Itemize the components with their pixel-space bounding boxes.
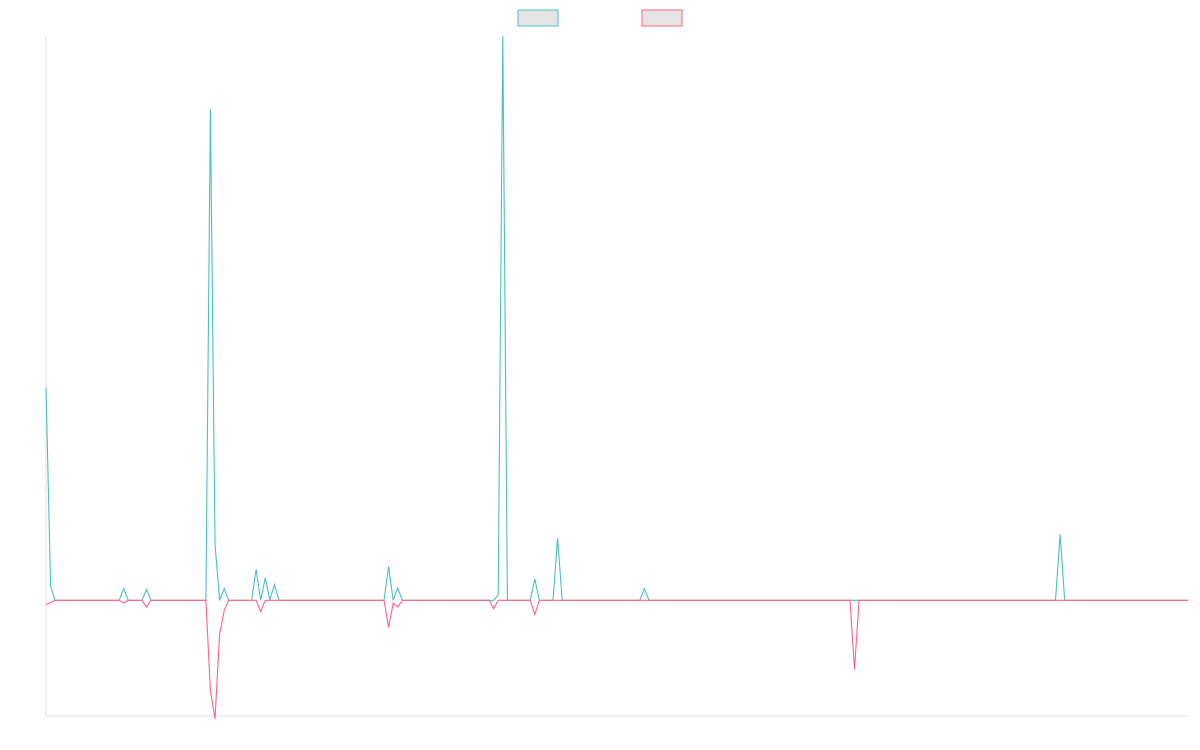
series-line-2 [45,599,1188,719]
legend-swatch-2[interactable] [641,9,683,27]
series-line-1 [45,35,1188,601]
series-layer [45,35,1188,719]
legend[interactable] [517,9,683,27]
legend-swatch-1[interactable] [517,9,559,27]
